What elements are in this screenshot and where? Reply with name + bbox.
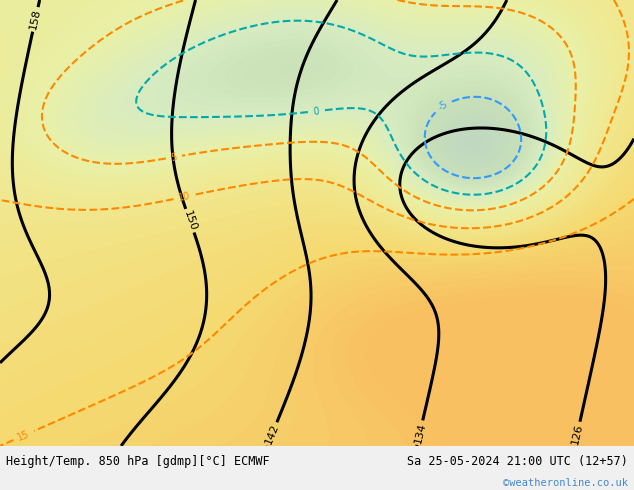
- Text: Sa 25-05-2024 21:00 UTC (12+57): Sa 25-05-2024 21:00 UTC (12+57): [407, 455, 628, 468]
- Text: 150: 150: [182, 209, 198, 232]
- Text: 134: 134: [413, 421, 427, 444]
- Text: ©weatheronline.co.uk: ©weatheronline.co.uk: [503, 478, 628, 489]
- Text: 126: 126: [570, 422, 585, 445]
- Text: 142: 142: [264, 422, 281, 446]
- Text: 15: 15: [16, 428, 32, 442]
- Text: 158: 158: [28, 8, 42, 31]
- Text: -5: -5: [436, 99, 450, 113]
- Text: 10: 10: [178, 191, 191, 203]
- Text: 0: 0: [313, 106, 320, 117]
- Text: 5: 5: [170, 151, 178, 163]
- Text: Height/Temp. 850 hPa [gdmp][°C] ECMWF: Height/Temp. 850 hPa [gdmp][°C] ECMWF: [6, 455, 270, 468]
